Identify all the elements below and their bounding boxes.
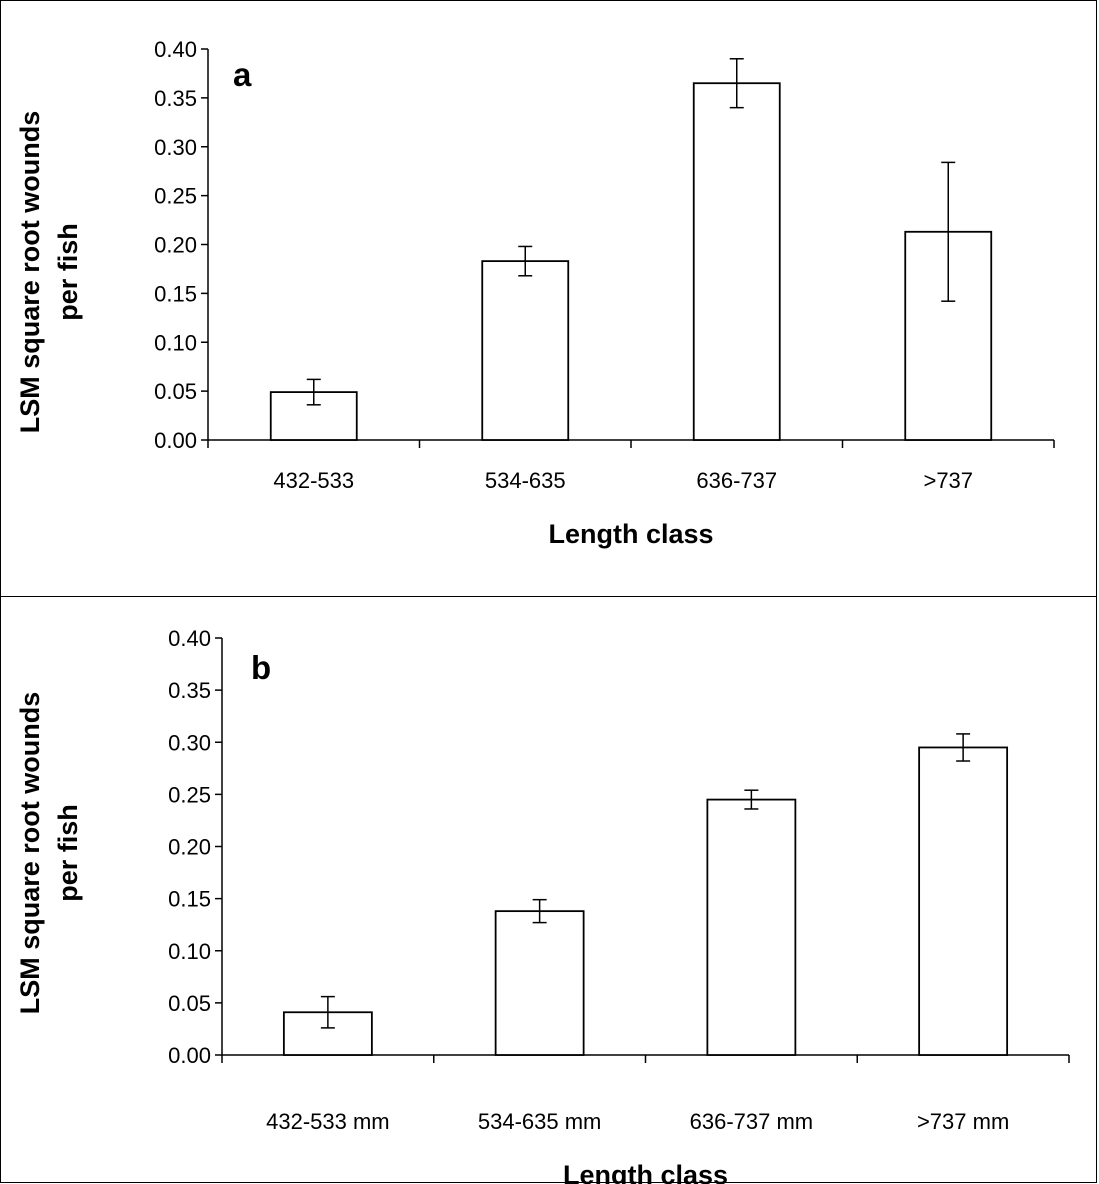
chart-panel-b: 0.00 0.05 0.10 0.15 0.20 0.25 0.30 0.35 0.40 432-… — [0, 596, 1097, 1184]
y-axis-title-line: per fish — [53, 804, 83, 902]
x-tick-label: 636-737 — [696, 468, 777, 493]
bar — [692, 82, 781, 441]
y-tick-label: 0.35 — [168, 678, 211, 703]
panel-label: a — [233, 56, 252, 93]
y-tick-label: 0.20 — [168, 835, 211, 860]
y-tick-label: 0.35 — [154, 86, 197, 111]
y-axis-title-line: per fish — [53, 223, 83, 321]
y-tick-label: 0.05 — [154, 379, 197, 404]
bar — [494, 910, 585, 1056]
y-tick-label: 0.40 — [154, 37, 197, 62]
x-axis-title: Length class — [563, 1160, 728, 1184]
y-axis-title: LSM square root wounds per fish — [15, 111, 83, 434]
y-tick-label: 0.15 — [168, 887, 211, 912]
y-tick-label: 0.25 — [154, 184, 197, 209]
x-tick-label: 432-533 — [273, 468, 354, 493]
y-tick-label: 0.30 — [168, 730, 211, 755]
y-tick-label: 0.40 — [168, 626, 211, 651]
y-tick-label: 0.25 — [168, 782, 211, 807]
y-axis-title: LSM square root wounds per fish — [15, 692, 83, 1015]
y-tick-label: 0.20 — [154, 233, 197, 258]
x-tick-label: 432-533 mm — [266, 1109, 390, 1134]
x-tick-label: >737 — [923, 468, 973, 493]
bar — [918, 746, 1009, 1056]
x-tick-label: 534-635 — [485, 468, 566, 493]
y-axis-title-line: LSM square root wounds — [15, 111, 45, 434]
bar — [481, 260, 570, 441]
y-tick-label: 0.15 — [154, 281, 197, 306]
x-axis-title: Length class — [548, 519, 713, 549]
bar — [269, 391, 358, 441]
x-tick-label: 534-635 mm — [478, 1109, 602, 1134]
y-axis-title-line: LSM square root wounds — [15, 692, 45, 1015]
y-tick-label: 0.00 — [154, 428, 197, 453]
bar-chart-a: 0.00 0.05 0.10 0.15 0.20 0.25 0.30 0.35 0.40 432-… — [15, 37, 1055, 549]
y-tick-label: 0.10 — [154, 330, 197, 355]
x-tick-label: >737 mm — [917, 1109, 1009, 1134]
bar-chart-b: 0.00 0.05 0.10 0.15 0.20 0.25 0.30 0.35 0.40 432-… — [15, 626, 1070, 1184]
chart-panel-a: 0.00 0.05 0.10 0.15 0.20 0.25 0.30 0.35 0.40 432-… — [0, 0, 1097, 597]
bar — [706, 798, 797, 1056]
panel-label: b — [251, 649, 271, 686]
y-tick-label: 0.10 — [168, 939, 211, 964]
y-tick-label: 0.30 — [154, 135, 197, 160]
y-tick-label: 0.00 — [168, 1043, 211, 1068]
x-tick-label: 636-737 mm — [690, 1109, 814, 1134]
y-tick-label: 0.05 — [168, 991, 211, 1016]
